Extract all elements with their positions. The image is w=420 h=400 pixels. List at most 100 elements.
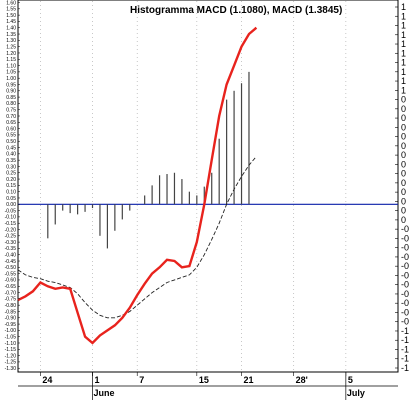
left-tick-label: 0.10 [6, 189, 16, 195]
left-tick-label: -1.25 [5, 360, 17, 366]
right-tick-label: 1 [401, 85, 406, 95]
left-tick-label: 0.55 [6, 133, 16, 139]
left-tick-label: 0.05 [6, 196, 16, 202]
left-tick-label: -0.50 [5, 265, 17, 271]
right-tick-label: 0 [401, 132, 406, 142]
right-tick-label: 1 [401, 21, 406, 31]
date-label: 24 [42, 375, 52, 385]
right-tick-label: -0 [401, 224, 409, 234]
right-tick-label: -1 [401, 335, 409, 345]
left-tick-label: 1.45 [6, 19, 16, 25]
left-tick-label: 1.05 [6, 70, 16, 76]
right-tick-label: 0 [401, 187, 406, 197]
left-tick-label: 0.35 [6, 158, 16, 164]
left-tick-label: 1.35 [6, 32, 16, 38]
date-label: 1 [95, 375, 100, 385]
left-tick-label: -0.55 [5, 271, 17, 277]
month-label: July [347, 388, 365, 398]
right-tick-label: -1 [401, 354, 409, 364]
right-tick-label: 0 [401, 95, 406, 105]
left-tick-label: 0.70 [6, 114, 16, 120]
left-tick-label: 0.20 [6, 177, 16, 183]
month-label: June [94, 388, 115, 398]
right-tick-label: -0 [401, 233, 409, 243]
left-tick-label: -0.90 [5, 316, 17, 322]
left-axis: 1.601.551.501.451.401.351.301.251.201.15… [5, 0, 20, 372]
left-tick-label: -0.30 [5, 240, 17, 246]
left-tick-label: 0.25 [6, 171, 16, 177]
left-tick-label: -0.05 [5, 208, 17, 214]
left-tick-label: -0.45 [5, 259, 17, 265]
right-tick-label: -1 [401, 344, 409, 354]
right-tick-label: -1 [401, 326, 409, 336]
left-tick-label: 0.30 [6, 164, 16, 170]
right-tick-label: 1 [401, 58, 406, 68]
left-tick-label: -1.00 [5, 328, 17, 334]
left-tick-label: -1.10 [5, 341, 17, 347]
right-axis: 111111111100000000000000-0-0-0-0-0-0-0-0… [395, 2, 409, 373]
left-tick-label: 0.90 [6, 89, 16, 95]
left-tick-label: 1.10 [6, 63, 16, 69]
left-tick-label: -0.95 [5, 322, 17, 328]
right-tick-label: 0 [401, 206, 406, 216]
date-label: 5 [348, 375, 353, 385]
right-tick-label: 0 [401, 150, 406, 160]
left-tick-label: 0.60 [6, 126, 16, 132]
left-tick-label: 1.30 [6, 38, 16, 44]
right-tick-label: 0 [401, 104, 406, 114]
right-tick-label: 0 [401, 178, 406, 188]
right-tick-label: -0 [401, 317, 409, 327]
left-tick-label: -0.60 [5, 278, 17, 284]
left-tick-label: -1.15 [5, 347, 17, 353]
right-tick-label: 1 [401, 67, 406, 77]
x-axis: 24 1 7 15 21 28' 5 June July [18, 372, 398, 400]
left-tick-label: -0.80 [5, 303, 17, 309]
chart-title: Histogramma MACD (1.1080), MACD (1.3845) [130, 5, 342, 16]
right-tick-label: 0 [401, 141, 406, 151]
right-tick-label: 1 [401, 48, 406, 58]
left-tick-label: 1.20 [6, 51, 16, 57]
right-tick-label: -0 [401, 243, 409, 253]
left-tick-label: 1.50 [6, 13, 16, 19]
date-label: 21 [244, 375, 254, 385]
right-tick-label: 0 [401, 159, 406, 169]
right-tick-label: 0 [401, 196, 406, 206]
right-tick-label: 0 [401, 122, 406, 132]
right-tick-label: -0 [401, 252, 409, 262]
left-tick-label: 0.75 [6, 108, 16, 114]
right-tick-label: 1 [401, 11, 406, 21]
left-tick-label: -0.65 [5, 284, 17, 290]
right-tick-label: -0 [401, 298, 409, 308]
histogram-layer [47, 71, 250, 249]
left-tick-label: -0.85 [5, 309, 17, 315]
right-tick-label: -0 [401, 270, 409, 280]
left-tick-label: 0.85 [6, 95, 16, 101]
left-tick-label: 1.25 [6, 44, 16, 50]
left-tick-label: 0.45 [6, 145, 16, 151]
left-tick-label: 1.60 [6, 0, 16, 6]
left-tick-label: 0.95 [6, 82, 16, 88]
left-tick-label: 1.00 [6, 76, 16, 82]
left-tick-label: -0.20 [5, 227, 17, 233]
left-tick-label: -0.10 [5, 215, 17, 221]
left-tick-label: 0.00 [6, 202, 16, 208]
right-tick-label: 0 [401, 113, 406, 123]
left-tick-label: -1.20 [5, 353, 17, 359]
left-tick-label: 0.80 [6, 101, 16, 107]
left-tick-label: -0.70 [5, 290, 17, 296]
left-tick-label: -1.30 [5, 366, 17, 372]
right-tick-label: -0 [401, 280, 409, 290]
left-tick-label: -1.05 [5, 334, 17, 340]
left-tick-label: 0.40 [6, 152, 16, 158]
series-layer [17, 26, 258, 345]
left-tick-label: 0.15 [6, 183, 16, 189]
right-tick-label: 1 [401, 2, 406, 12]
left-tick-label: -0.75 [5, 297, 17, 303]
left-tick-label: 1.15 [6, 57, 16, 63]
right-tick-label: 0 [401, 215, 406, 225]
right-tick-label: 1 [401, 76, 406, 86]
left-tick-label: 1.55 [6, 7, 16, 13]
left-tick-label: -0.40 [5, 253, 17, 259]
